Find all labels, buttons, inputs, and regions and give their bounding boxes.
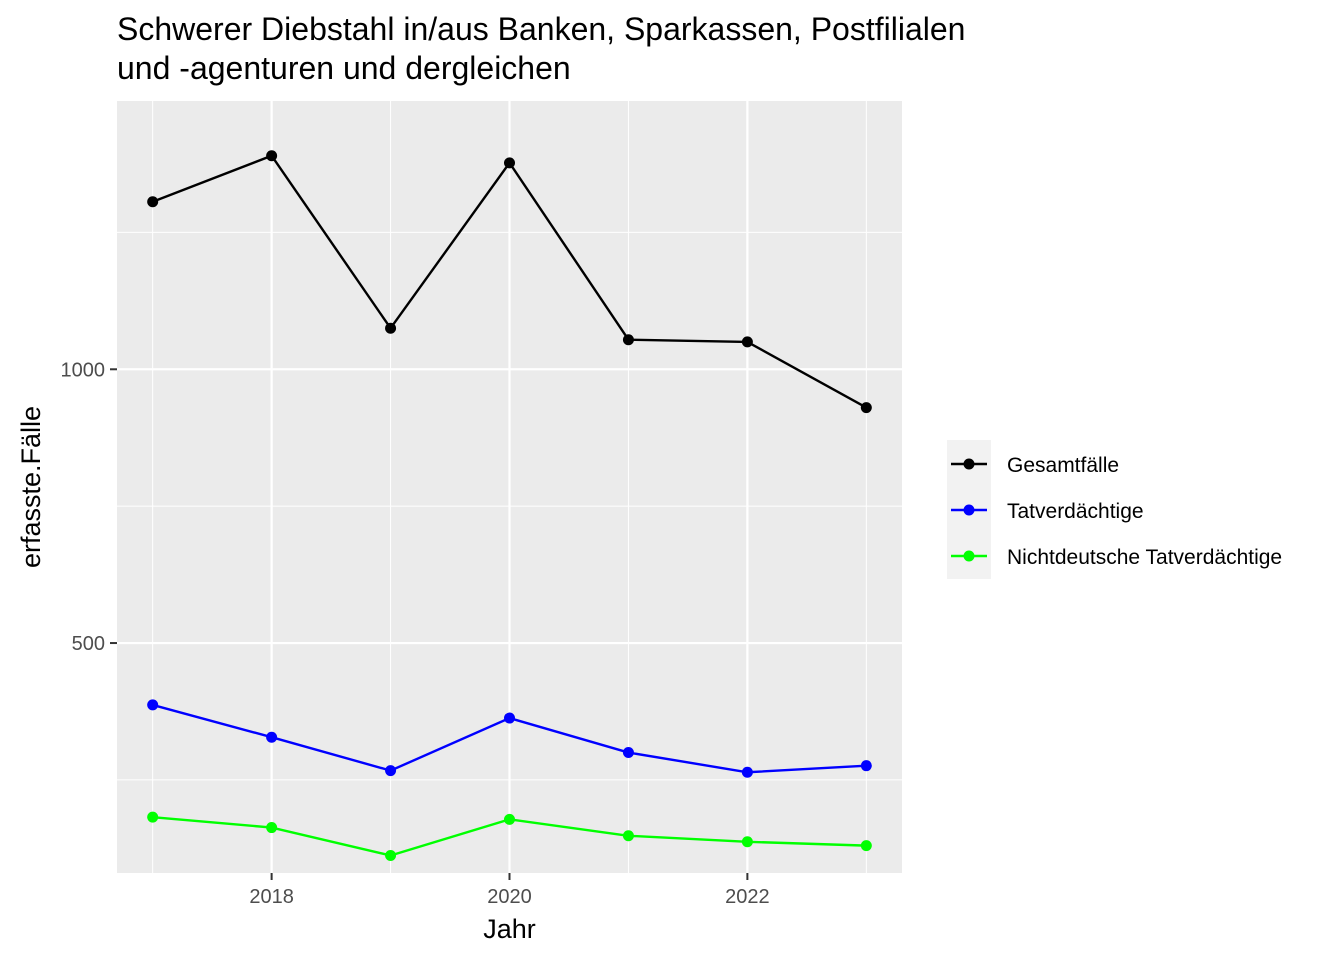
legend: Gesamtfälle Tatverdächtige Nichtdeutsche T…	[947, 440, 1282, 579]
data-point-nichtdeutsche-tatverd-chtige	[504, 813, 515, 825]
data-point-tatverd-chtige	[266, 731, 278, 743]
series-layer	[147, 150, 872, 861]
data-point-tatverd-chtige	[741, 766, 753, 778]
data-point-nichtdeutsche-tatverd-chtige	[741, 836, 753, 848]
data-point-gesamtf-lle	[147, 196, 159, 208]
legend-key-point	[963, 458, 975, 470]
data-point-nichtdeutsche-tatverd-chtige	[622, 830, 634, 842]
x-axis-title: Jahr	[483, 914, 536, 944]
data-point-nichtdeutsche-tatverd-chtige	[266, 822, 278, 834]
data-point-gesamtf-lle	[622, 334, 634, 346]
data-point-nichtdeutsche-tatverd-chtige	[860, 840, 872, 852]
legend-key-point	[963, 550, 975, 562]
data-point-gesamtf-lle	[504, 157, 515, 169]
legend-label: Tatverdächtige	[1007, 500, 1144, 523]
data-point-gesamtf-lle	[266, 150, 278, 162]
axes-layer: 2018 2020 2022 500 1000	[61, 359, 770, 908]
chart-title-line-1: Schwerer Diebstahl in/aus Banken, Sparka…	[117, 11, 965, 47]
y-tick-label: 1000	[61, 359, 106, 381]
x-tick-label: 2022	[725, 886, 770, 908]
data-point-tatverd-chtige	[147, 699, 159, 711]
data-point-tatverd-chtige	[504, 712, 515, 724]
x-tick-label: 2020	[487, 886, 532, 908]
y-axis-title: erfasste.Fälle	[16, 406, 46, 568]
chart-title-line-2: und -agenturen und dergleichen	[117, 50, 571, 86]
major-grid	[117, 101, 902, 873]
legend-label: Gesamtfälle	[1007, 454, 1119, 477]
legend-key-point	[963, 504, 975, 516]
data-point-tatverd-chtige	[860, 760, 872, 772]
data-point-tatverd-chtige	[385, 765, 397, 777]
data-point-tatverd-chtige	[622, 747, 634, 759]
data-point-nichtdeutsche-tatverd-chtige	[385, 849, 397, 861]
data-point-gesamtf-lle	[741, 336, 753, 348]
x-tick-label: 2018	[249, 886, 294, 908]
y-tick-label: 500	[72, 633, 105, 655]
legend-label: Nichtdeutsche Tatverdächtige	[1007, 546, 1282, 569]
data-point-gesamtf-lle	[385, 322, 397, 334]
data-point-nichtdeutsche-tatverd-chtige	[147, 811, 159, 823]
data-point-gesamtf-lle	[860, 402, 872, 414]
